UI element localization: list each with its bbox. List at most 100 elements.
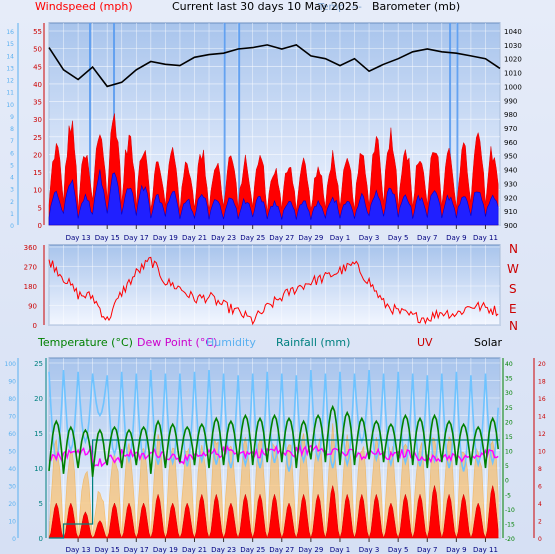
humidity-tick-label: 30 <box>8 484 16 491</box>
wind-bft-tick-label: 12 <box>6 78 14 85</box>
barometer-tick-label: 940 <box>504 167 517 175</box>
barometer-tick-label: 910 <box>504 208 517 216</box>
wind-bft-tick-label: 4 <box>10 175 14 182</box>
wind-header-label: Windspeed (mph) <box>35 0 133 13</box>
rain-tick-label: 10 <box>34 465 43 473</box>
x-tick-label: Day 9 <box>446 234 467 242</box>
wind-calm-marker <box>223 23 226 225</box>
temperature-tick-label: 30 <box>505 390 513 397</box>
wind-bft-tick-label: 2 <box>10 199 14 206</box>
uv-tick-label: 8 <box>538 466 542 473</box>
temperature-tick-label: 10 <box>505 449 513 456</box>
uv-tick-label: 14 <box>538 414 546 421</box>
solar-header-label: Solar <box>474 336 503 349</box>
x-tick-label: Day 29 <box>298 546 323 554</box>
temperature-tick-label: -20 <box>505 536 515 543</box>
temperature-tick-label: 25 <box>505 405 513 412</box>
wind-bft-tick-label: 15 <box>6 41 14 48</box>
rain-tick-label: 15 <box>34 430 43 438</box>
x-tick-label: Day 29 <box>298 234 323 242</box>
x-tick-label: Day 15 <box>95 234 120 242</box>
x-tick-label: Day 19 <box>153 546 178 554</box>
uv-series <box>48 485 499 539</box>
wind-calm-marker <box>456 23 459 225</box>
humidity-tick-label: 0 <box>12 536 16 543</box>
x-tick-label: Day 11 <box>473 546 498 554</box>
x-tick-label: Day 13 <box>66 546 91 554</box>
wind-mph-tick-label: 35 <box>33 99 42 107</box>
x-tick-label: Day 27 <box>269 546 294 554</box>
wind-bft-tick-label: 6 <box>10 150 14 157</box>
temperature-tick-label: 40 <box>505 361 513 368</box>
temperature-tick-label: -10 <box>505 507 515 514</box>
barometer-tick-label: 980 <box>504 111 517 119</box>
temperature-series <box>48 404 499 477</box>
barometer-tick-label: 1000 <box>504 83 522 91</box>
uv-header-label: UV <box>417 336 433 349</box>
barometer-tick-label: 1020 <box>504 56 522 64</box>
compass-s: S <box>509 282 517 296</box>
wind-bft-tick-label: 0 <box>10 223 14 230</box>
humidity-tick-label: 60 <box>8 431 16 438</box>
temperature-header-label: Temperature (°C) <box>37 336 133 349</box>
x-tick-label: Day 17 <box>124 546 149 554</box>
humidity-tick-label: 20 <box>8 501 16 508</box>
wind-mph-tick-label: 0 <box>38 222 42 230</box>
wind-bft-tick-label: 9 <box>10 114 14 121</box>
uv-tick-label: 2 <box>538 519 542 526</box>
x-tick-label: Day 13 <box>66 234 91 242</box>
temperature-tick-label: 20 <box>505 419 513 426</box>
compass-n-top: N <box>509 242 518 256</box>
x-tick-label: Day 3 <box>359 234 380 242</box>
wind-calm-marker <box>89 23 92 225</box>
wind-bft-tick-label: 11 <box>6 90 14 97</box>
barometer-tick-label: 990 <box>504 97 517 105</box>
x-tick-labels: Day 13 Day 15 Day 17 Day 19 Day 21 Day 23 Day … <box>66 234 498 554</box>
barometer-tick-label: 1040 <box>504 28 522 36</box>
wind-bft-tick-label: 10 <box>6 102 14 109</box>
wind-bft-tick-label: 3 <box>10 187 14 194</box>
x-tick-label: Day 7 <box>417 234 438 242</box>
wind-bft-tick-label: 1 <box>10 211 14 218</box>
direction-tick-label: 0 <box>33 322 37 330</box>
rain-tick-label: 5 <box>39 500 43 508</box>
rain-tick-label: 25 <box>34 360 43 368</box>
wind-mph-tick-label: 40 <box>33 81 42 89</box>
barometer-tick-label: 950 <box>504 153 517 161</box>
direction-tick-label: 180 <box>24 283 37 291</box>
wind-mph-tick-label: 25 <box>33 134 42 142</box>
barometer-series <box>48 44 501 88</box>
x-tick-label: Day 9 <box>446 546 467 554</box>
wind-bft-tick-label: 7 <box>10 138 14 145</box>
wind-mph-tick-label: 50 <box>33 46 42 54</box>
wind-bft-tick-label: 16 <box>6 29 14 36</box>
direction-plot-area <box>48 244 501 326</box>
x-tick-label: Day 5 <box>388 234 409 242</box>
axes: 0510152025303540455055012345678910111213… <box>5 23 546 543</box>
x-tick-label: Day 7 <box>417 546 438 554</box>
temperature-tick-label: -5 <box>505 492 511 499</box>
x-tick-label: Day 21 <box>182 234 207 242</box>
humidity-tick-label: 10 <box>8 519 16 526</box>
humidity-tick-label: 70 <box>8 414 16 421</box>
uv-tick-label: 16 <box>538 396 546 403</box>
x-tick-label: Day 5 <box>388 546 409 554</box>
x-tick-label: Day 1 <box>330 546 351 554</box>
gust-series <box>48 113 499 226</box>
x-tick-label: Day 21 <box>182 546 207 554</box>
direction-compass-labels: N W S E N <box>507 242 519 333</box>
wind-bft-tick-label: 5 <box>10 162 14 169</box>
barometer-tick-label: 970 <box>504 125 517 133</box>
barometer-tick-label: 960 <box>504 139 517 147</box>
humidity-tick-label: 50 <box>8 449 16 456</box>
x-tick-label: Day 1 <box>330 234 351 242</box>
wind-bft-tick-label: 14 <box>6 53 14 60</box>
barometer-tick-label: 930 <box>504 180 517 188</box>
direction-tick-label: 270 <box>24 264 37 272</box>
wind-mph-tick-label: 30 <box>33 116 42 124</box>
barometer-header-label: Barometer (mb) <box>372 0 460 13</box>
uv-tick-label: 10 <box>538 449 546 456</box>
series-layer <box>48 23 501 539</box>
x-tick-label: Day 27 <box>269 234 294 242</box>
